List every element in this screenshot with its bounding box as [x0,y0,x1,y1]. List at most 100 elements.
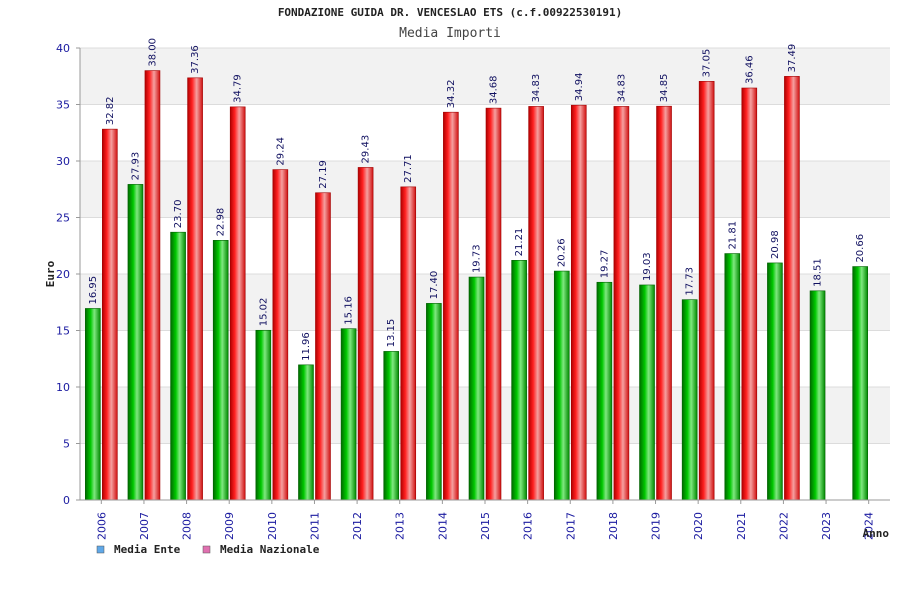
data-label: 27.19 [318,160,329,189]
data-label: 21.81 [727,221,738,250]
data-label: 38.00 [147,38,158,67]
data-label: 17.40 [429,271,440,300]
data-label: 37.49 [787,44,798,73]
data-label: 37.05 [702,49,713,78]
x-tick-label: 2007 [138,512,151,540]
data-label: 32.82 [105,96,116,125]
bar-ente-2016 [511,260,527,501]
x-tick-label: 2019 [650,512,663,540]
bar-nazionale-2014 [443,111,459,501]
data-label: 17.73 [685,267,696,296]
bar-nazionale-2021 [741,87,758,501]
x-tick-label: 2010 [266,512,279,540]
y-tick-label: 0 [63,494,70,507]
bar-ente-2023 [809,290,826,501]
y-tick-label: 35 [56,99,70,112]
bar-ente-2024 [852,266,868,501]
x-tick-label: 2022 [777,512,790,540]
data-label: 34.32 [446,80,457,109]
data-label: 34.94 [574,73,585,102]
bar-ente-2009 [212,240,229,501]
bar-ente-2020 [681,299,698,501]
data-label: 20.66 [855,234,866,263]
y-tick-label: 10 [56,381,70,394]
y-tick-label: 30 [56,155,70,168]
data-label: 34.68 [489,75,500,104]
data-label: 36.46 [744,55,755,84]
bar-nazionale-2020 [698,81,715,501]
data-label: 23.70 [173,200,184,229]
data-label: 19.03 [642,252,653,281]
x-tick-label: 2018 [607,512,620,540]
data-label: 20.98 [770,230,781,259]
bar-nazionale-2018 [613,106,630,501]
data-label: 34.79 [233,74,244,103]
data-label: 34.83 [616,74,627,103]
bar-nazionale-2019 [656,105,672,501]
y-axis-label: Euro [44,260,57,287]
data-label: 16.95 [88,276,99,305]
x-tick-label: 2023 [820,512,833,540]
bar-ente-2021 [724,253,741,501]
data-label: 18.51 [813,258,824,287]
x-tick-label: 2015 [479,512,492,540]
x-axis-label: Anno [863,527,890,540]
bar-ente-2015 [468,276,485,501]
bar-nazionale-2007 [144,70,161,501]
data-label: 37.36 [190,45,201,74]
x-tick-label: 2006 [95,512,108,540]
bar-ente-2007 [127,184,144,501]
bar-nazionale-2009 [229,106,246,501]
bar-ente-2022 [767,262,783,501]
bar-ente-2018 [596,281,613,501]
y-tick-labels: 0 5 10 15 20 25 30 35 40 [56,42,70,507]
x-tick-label: 2020 [692,512,705,540]
bar-ente-2006 [85,308,101,501]
x-tick-label: 2024 [863,512,876,540]
data-label: 22.98 [216,208,227,237]
data-label: 29.43 [361,135,372,164]
legend-label: Media Nazionale [220,543,320,556]
x-tick-label: 2008 [181,512,194,540]
x-tick-label: 2009 [223,512,236,540]
data-label: 15.02 [258,298,269,327]
data-label: 20.26 [557,238,568,267]
data-label: 21.21 [514,228,525,257]
bar-nazionale-2013 [400,186,417,501]
bar-nazionale-2015 [485,107,502,501]
bar-ente-2014 [426,303,442,501]
bar-nazionale-2016 [528,106,544,501]
data-label: 15.16 [344,296,355,325]
x-tick-label: 2014 [436,512,449,540]
x-tick-label: 2011 [308,512,321,540]
bar-nazionale-2010 [272,169,289,501]
bar-nazionale-2011 [315,192,331,501]
bar-ente-2012 [340,328,357,501]
data-label: 13.15 [386,319,397,348]
chart-title: FONDAZIONE GUIDA DR. VENCESLAO ETS (c.f.… [278,6,622,19]
x-tick-label: 2012 [351,512,364,540]
y-tick-label: 25 [56,212,70,225]
x-tick-label: 2017 [564,512,577,540]
y-tick-label: 40 [56,42,70,55]
legend-swatch [96,545,105,554]
bar-ente-2019 [639,284,655,501]
data-label: 34.83 [531,74,542,103]
data-label: 34.85 [659,74,670,103]
data-label: 19.27 [599,250,610,279]
data-label: 11.96 [301,332,312,361]
chart-subtitle: Media Importi [399,26,501,41]
legend: Media Ente Media Nazionale [96,543,320,556]
legend-swatch [202,545,211,554]
legend-label: Media Ente [114,543,181,556]
y-tick-label: 20 [56,268,70,281]
bar-ente-2010 [255,329,272,501]
bar-nazionale-2006 [102,128,118,501]
data-label: 19.73 [472,244,483,273]
data-label: 27.93 [130,152,141,181]
y-tick-label: 5 [63,438,70,451]
bar-ente-2017 [553,270,570,501]
bar-nazionale-2012 [357,167,374,501]
bar-ente-2011 [298,364,314,501]
